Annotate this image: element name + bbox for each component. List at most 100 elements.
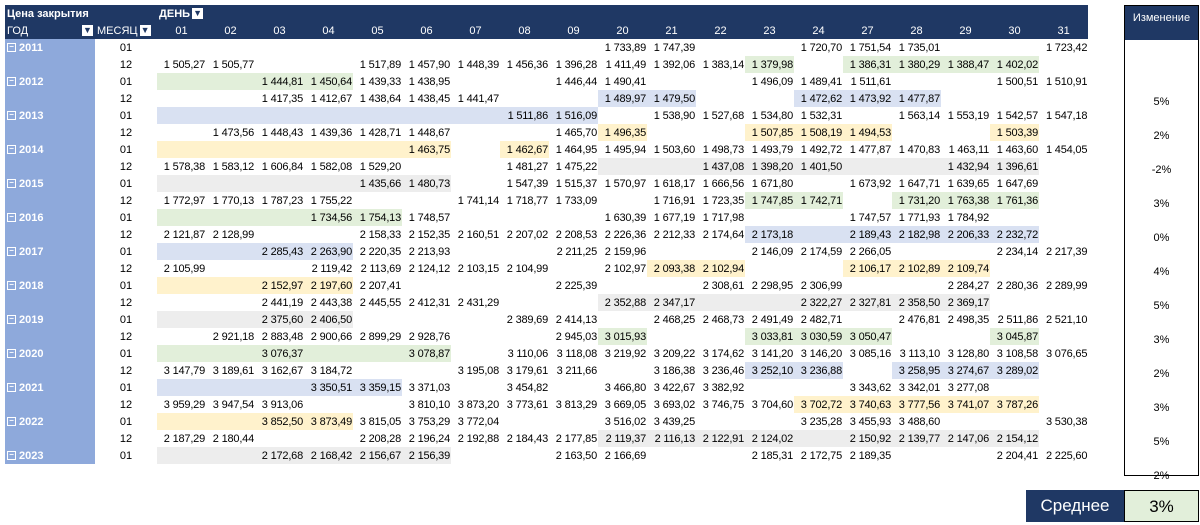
collapse-icon[interactable]: − [7,145,16,155]
year-group-cell[interactable]: −2020 [5,345,95,362]
day-header: 21 [647,22,697,39]
year-label: 2017 [19,245,44,258]
price-cell: 1 462,67 [500,141,550,158]
collapse-icon[interactable]: − [7,77,16,87]
price-cell [451,379,501,396]
year-group-cell[interactable]: −2021 [5,379,95,396]
price-cell [255,226,305,243]
year-group-cell[interactable]: −2014 [5,141,95,158]
price-cell: 3 913,06 [255,396,305,413]
year-group-cell[interactable]: −2023 [5,447,95,464]
price-cell: 2 154,12 [990,430,1040,447]
year-group-cell[interactable]: −2011 [5,39,95,56]
price-cell: 1 475,22 [549,158,599,175]
price-cell: 2 184,43 [500,430,550,447]
collapse-icon[interactable]: − [7,111,16,121]
year-group-spacer [5,430,95,447]
price-cell [892,328,942,345]
price-cell: 3 146,20 [794,345,844,362]
collapse-icon[interactable]: − [7,179,16,189]
price-cell [892,73,942,90]
price-cell [255,379,305,396]
price-cell: 3 740,63 [843,396,893,413]
price-cell: 2 389,69 [500,311,550,328]
price-cell: 2 443,38 [304,294,354,311]
price-cell [892,243,942,260]
price-cell [598,192,648,209]
price-cell: 2 491,49 [745,311,795,328]
price-cell [353,345,403,362]
year-field-header[interactable]: ГОД ▼ [5,22,95,39]
price-cell: 1 510,91 [1039,73,1089,90]
price-cell: 1 751,54 [843,39,893,56]
price-cell: 2 104,99 [500,260,550,277]
price-cell [402,192,452,209]
price-cell: 3 033,81 [745,328,795,345]
price-cell: 1 432,94 [941,158,991,175]
price-cell: 1 511,61 [843,73,893,90]
price-cell: 1 755,22 [304,192,354,209]
year-group-cell[interactable]: −2018 [5,277,95,294]
change-value: 4% [1153,266,1170,278]
year-group-cell[interactable]: −2012 [5,73,95,90]
price-cell: 2 158,33 [353,226,403,243]
price-cell: 3 439,25 [647,413,697,430]
price-cell [206,209,256,226]
price-cell: 1 489,97 [598,90,648,107]
year-group-cell[interactable]: −2013 [5,107,95,124]
price-cell: 1 496,09 [745,73,795,90]
price-cell [353,396,403,413]
price-cell: 2 208,28 [353,430,403,447]
price-cell [794,209,844,226]
collapse-icon[interactable]: − [7,349,16,359]
price-cell: 2 159,96 [598,243,648,260]
price-cell: 2 225,39 [549,277,599,294]
price-cell [1039,175,1089,192]
price-cell [304,226,354,243]
day-field-header[interactable]: ДЕНЬ ▼ [157,5,1089,22]
table-row: −2015 01 1 435,66 1 480,73 1 547,39 1 515,37 1… [5,175,1089,192]
price-cell [990,90,1040,107]
day-header: 03 [255,22,305,39]
month-field-header[interactable]: МЕСЯЦ ▼ [95,22,158,39]
price-cell: 1 735,01 [892,39,942,56]
price-cell: 1 733,89 [598,39,648,56]
price-cell: 1 448,39 [451,56,501,73]
collapse-icon[interactable]: − [7,281,16,291]
month-label: МЕСЯЦ [97,24,138,37]
price-cell: 1 505,77 [206,56,256,73]
price-cell: 3 113,10 [892,345,942,362]
year-label: 2014 [19,143,44,156]
collapse-icon[interactable]: − [7,315,16,325]
table-row: 12 2 105,99 2 119,42 2 113,69 2 124,12 2 103,… [5,260,1089,277]
price-cell: 2 122,91 [696,430,746,447]
collapse-icon[interactable]: − [7,451,16,461]
year-group-cell[interactable]: −2016 [5,209,95,226]
collapse-icon[interactable]: − [7,247,16,257]
year-group-cell[interactable]: −2015 [5,175,95,192]
price-cell: 2 173,18 [745,226,795,243]
filter-icon[interactable]: ▼ [192,8,204,20]
filter-icon[interactable]: ▼ [139,25,151,37]
price-cell: 3 773,61 [500,396,550,413]
year-group-spacer [5,56,95,73]
collapse-icon[interactable]: − [7,417,16,427]
price-cell [304,175,354,192]
month-cell: 01 [119,211,133,224]
price-cell [206,311,256,328]
price-cell: 3 236,88 [794,362,844,379]
price-cell [500,277,550,294]
year-group-cell[interactable]: −2017 [5,243,95,260]
collapse-icon[interactable]: − [7,43,16,53]
collapse-icon[interactable]: − [7,213,16,223]
change-value: 2% [1153,368,1170,380]
price-cell [647,328,697,345]
year-group-cell[interactable]: −2019 [5,311,95,328]
year-group-cell[interactable]: −2022 [5,413,95,430]
change-value: 3% [1153,198,1170,210]
price-cell: 3 289,02 [990,362,1040,379]
price-cell [794,175,844,192]
collapse-icon[interactable]: − [7,383,16,393]
filter-icon[interactable]: ▼ [82,24,93,36]
price-cell [794,226,844,243]
